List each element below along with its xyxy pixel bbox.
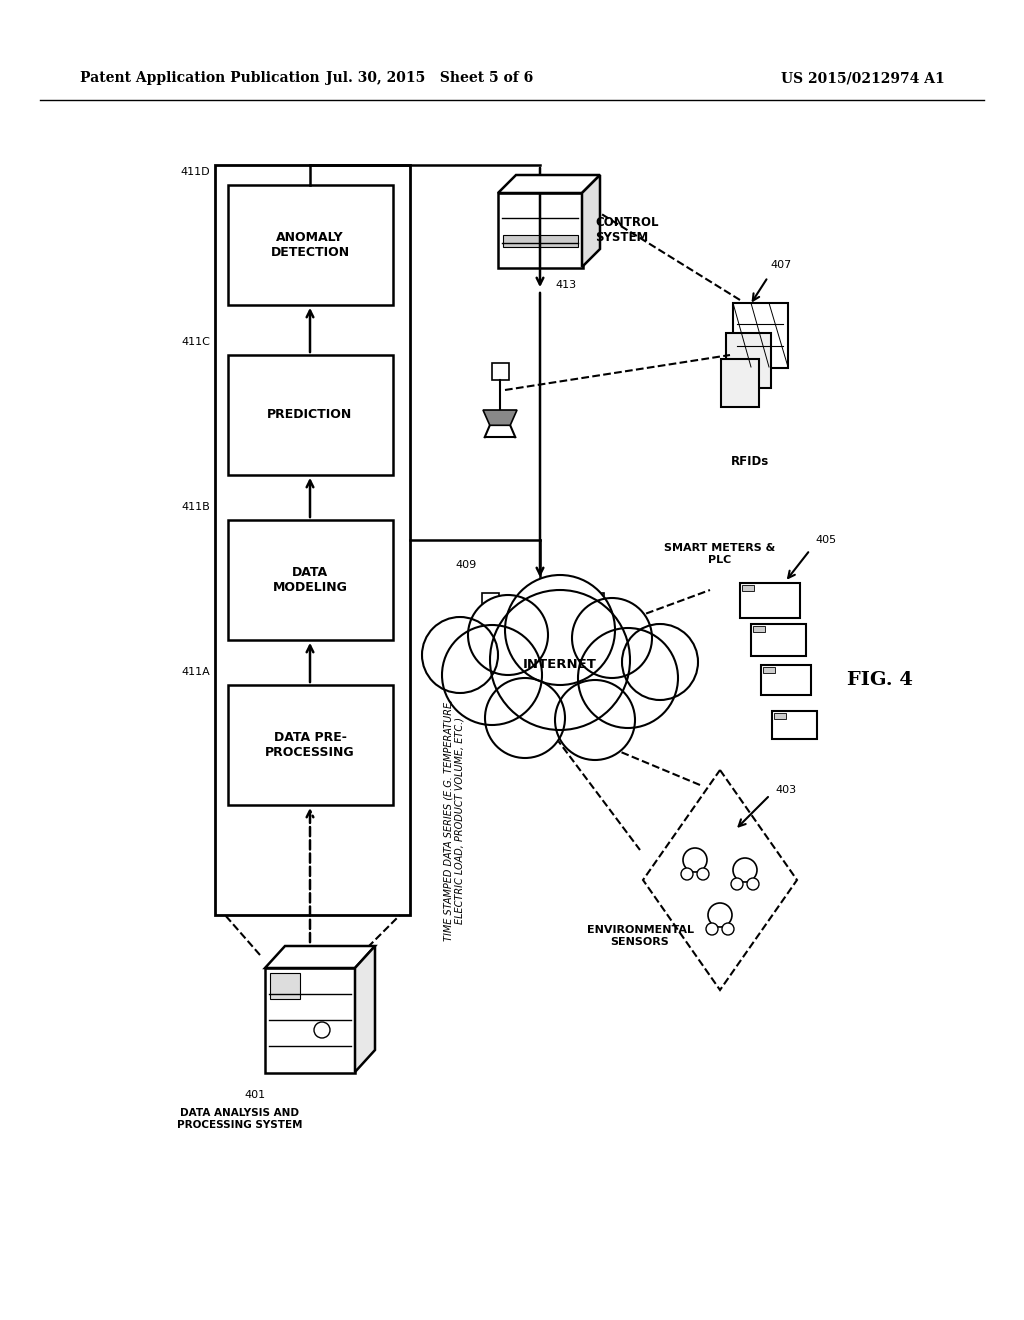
Text: 407: 407 — [770, 260, 792, 271]
Bar — [503, 235, 578, 247]
Bar — [772, 711, 817, 739]
Bar — [215, 165, 410, 915]
Text: ENVIRONMENTAL
SENSORS: ENVIRONMENTAL SENSORS — [587, 925, 693, 946]
Bar — [265, 968, 355, 1073]
Polygon shape — [473, 640, 507, 655]
Polygon shape — [578, 640, 612, 655]
Text: 413: 413 — [555, 280, 577, 290]
Bar — [228, 685, 393, 805]
Circle shape — [505, 576, 615, 685]
Polygon shape — [355, 946, 375, 1072]
Text: TIME STAMPED DATA SERIES (E.G. TEMPERATURE,
ELECTRIC LOAD, PRODUCT VOLUME, ETC.): TIME STAMPED DATA SERIES (E.G. TEMPERATU… — [443, 698, 465, 941]
Bar — [763, 667, 775, 673]
Circle shape — [733, 858, 757, 882]
Text: US 2015/0212974 A1: US 2015/0212974 A1 — [781, 71, 945, 84]
Text: 403: 403 — [775, 785, 796, 795]
Text: RFIDs: RFIDs — [731, 455, 769, 469]
Bar — [270, 973, 300, 999]
Text: 411D: 411D — [180, 168, 210, 177]
Circle shape — [706, 923, 718, 935]
Bar — [774, 713, 786, 719]
Bar — [481, 593, 499, 610]
Circle shape — [442, 624, 542, 725]
Text: DATA ANALYSIS AND
PROCESSING SYSTEM: DATA ANALYSIS AND PROCESSING SYSTEM — [177, 1107, 303, 1130]
Circle shape — [578, 628, 678, 729]
Text: INTERNET: INTERNET — [523, 659, 597, 672]
Text: 401: 401 — [245, 1090, 265, 1100]
Circle shape — [697, 869, 709, 880]
Circle shape — [314, 1022, 330, 1038]
Circle shape — [746, 878, 759, 890]
Bar — [721, 359, 759, 407]
Bar — [498, 193, 583, 268]
Circle shape — [708, 903, 732, 927]
Circle shape — [555, 680, 635, 760]
Bar — [228, 185, 393, 305]
Bar — [740, 583, 800, 618]
Polygon shape — [582, 176, 600, 267]
Bar — [761, 665, 811, 696]
Bar — [726, 333, 771, 388]
Circle shape — [468, 595, 548, 675]
Circle shape — [622, 624, 698, 700]
Bar — [742, 585, 754, 591]
Circle shape — [683, 847, 707, 873]
Text: 409: 409 — [455, 560, 476, 570]
Text: CONTROL
SYSTEM: CONTROL SYSTEM — [595, 216, 658, 244]
Text: Jul. 30, 2015   Sheet 5 of 6: Jul. 30, 2015 Sheet 5 of 6 — [327, 71, 534, 84]
Circle shape — [422, 616, 498, 693]
Polygon shape — [498, 176, 600, 193]
Text: ANOMALY
DETECTION: ANOMALY DETECTION — [270, 231, 349, 259]
Circle shape — [490, 590, 630, 730]
Polygon shape — [265, 946, 375, 968]
Circle shape — [722, 923, 734, 935]
Bar — [228, 520, 393, 640]
Text: 411A: 411A — [181, 667, 210, 677]
Text: Patent Application Publication: Patent Application Publication — [80, 71, 319, 84]
Bar — [733, 304, 788, 368]
Text: 411C: 411C — [181, 337, 210, 347]
Text: FIG. 4: FIG. 4 — [847, 671, 913, 689]
Text: 411B: 411B — [181, 502, 210, 512]
Text: SMART METERS &
PLC: SMART METERS & PLC — [665, 544, 775, 565]
Polygon shape — [483, 411, 517, 425]
Text: 405: 405 — [815, 535, 837, 545]
Bar — [492, 363, 509, 380]
Circle shape — [572, 598, 652, 678]
Text: PREDICTION: PREDICTION — [267, 408, 352, 421]
Bar — [587, 593, 603, 610]
Text: DATA
MODELING: DATA MODELING — [272, 566, 347, 594]
Bar — [753, 626, 765, 632]
Bar — [751, 624, 806, 656]
Bar — [228, 355, 393, 475]
Circle shape — [731, 878, 743, 890]
Circle shape — [681, 869, 693, 880]
Circle shape — [485, 678, 565, 758]
Text: DATA PRE-
PROCESSING: DATA PRE- PROCESSING — [265, 731, 354, 759]
